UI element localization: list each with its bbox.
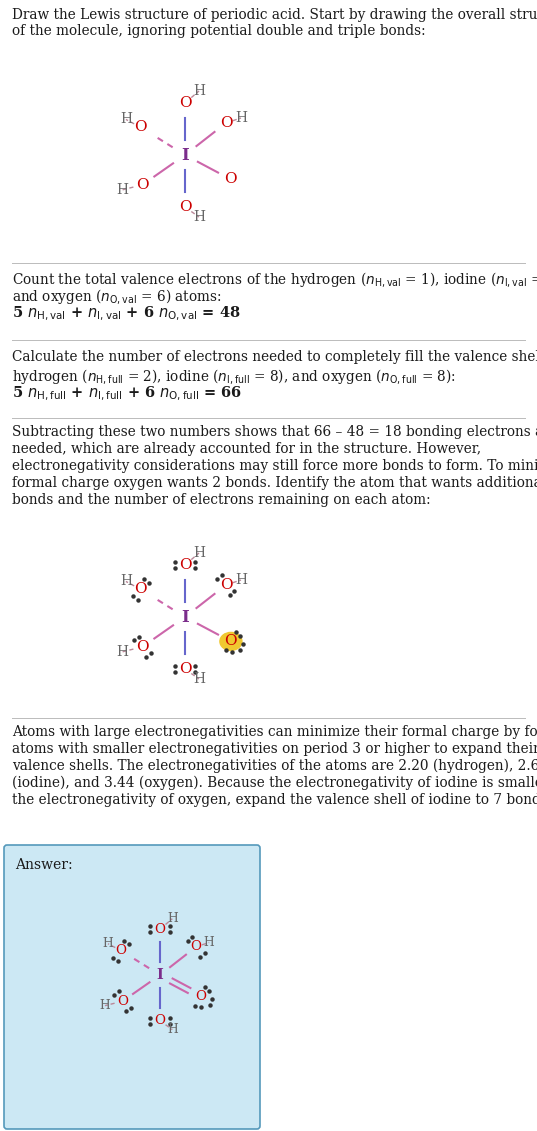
Text: O: O xyxy=(136,640,149,654)
Text: O: O xyxy=(179,662,191,676)
Text: the electronegativity of oxygen, expand the valence shell of iodine to 7 bonds:: the electronegativity of oxygen, expand … xyxy=(12,793,537,808)
Text: H: H xyxy=(167,1024,178,1036)
Text: H: H xyxy=(193,672,205,687)
Text: 5 $n_\mathrm{H,val}$ + $n_\mathrm{I,val}$ + 6 $n_\mathrm{O,val}$ = 48: 5 $n_\mathrm{H,val}$ + $n_\mathrm{I,val}… xyxy=(12,305,241,323)
Text: Atoms with large electronegativities can minimize their formal charge by forcing: Atoms with large electronegativities can… xyxy=(12,725,537,739)
Text: O: O xyxy=(224,634,237,648)
Text: O: O xyxy=(220,578,233,592)
Text: O: O xyxy=(179,96,191,110)
Text: bonds and the number of electrons remaining on each atom:: bonds and the number of electrons remain… xyxy=(12,493,431,507)
Text: O: O xyxy=(155,923,165,935)
Text: O: O xyxy=(179,200,191,214)
Text: Calculate the number of electrons needed to completely fill the valence shells f: Calculate the number of electrons needed… xyxy=(12,349,537,364)
Text: of the molecule, ignoring potential double and triple bonds:: of the molecule, ignoring potential doub… xyxy=(12,24,426,38)
Text: needed, which are already accounted for in the structure. However,: needed, which are already accounted for … xyxy=(12,442,481,456)
Text: H: H xyxy=(204,936,215,949)
Text: H: H xyxy=(99,999,110,1012)
Text: O: O xyxy=(191,940,201,953)
Text: O: O xyxy=(179,558,191,572)
Text: O: O xyxy=(135,120,147,135)
Text: H: H xyxy=(193,546,205,560)
FancyBboxPatch shape xyxy=(4,845,260,1129)
Text: O: O xyxy=(117,995,128,1008)
Text: O: O xyxy=(155,1015,165,1027)
Text: Answer:: Answer: xyxy=(15,858,72,872)
Text: H: H xyxy=(235,111,247,126)
Text: H: H xyxy=(117,183,128,197)
Text: formal charge oxygen wants 2 bonds. Identify the atom that wants additional: formal charge oxygen wants 2 bonds. Iden… xyxy=(12,476,537,490)
Text: O: O xyxy=(195,990,206,1003)
Text: I: I xyxy=(181,608,189,625)
Text: O: O xyxy=(220,116,233,130)
Text: H: H xyxy=(103,938,113,950)
Text: H: H xyxy=(193,210,205,224)
Ellipse shape xyxy=(220,632,242,650)
Text: O: O xyxy=(115,944,127,957)
Text: O: O xyxy=(136,178,149,192)
Text: atoms with smaller electronegativities on period 3 or higher to expand their: atoms with smaller electronegativities o… xyxy=(12,742,537,756)
Text: and oxygen ($n_\mathrm{O,val}$ = 6) atoms:: and oxygen ($n_\mathrm{O,val}$ = 6) atom… xyxy=(12,287,222,307)
Text: I: I xyxy=(181,147,189,164)
Text: I: I xyxy=(157,968,163,982)
Text: electronegativity considerations may still force more bonds to form. To minimize: electronegativity considerations may sti… xyxy=(12,459,537,473)
Text: O: O xyxy=(135,582,147,596)
Text: H: H xyxy=(120,575,132,588)
Text: Subtracting these two numbers shows that 66 – 48 = 18 bonding electrons are: Subtracting these two numbers shows that… xyxy=(12,425,537,439)
Text: valence shells. The electronegativities of the atoms are 2.20 (hydrogen), 2.66: valence shells. The electronegativities … xyxy=(12,759,537,774)
Text: H: H xyxy=(117,645,128,659)
Text: Count the total valence electrons of the hydrogen ($n_\mathrm{H,val}$ = 1), iodi: Count the total valence electrons of the… xyxy=(12,270,537,290)
Text: H: H xyxy=(193,84,205,98)
Text: H: H xyxy=(120,112,132,127)
Text: 5 $n_\mathrm{H,full}$ + $n_\mathrm{I,full}$ + 6 $n_\mathrm{O,full}$ = 66: 5 $n_\mathrm{H,full}$ + $n_\mathrm{I,ful… xyxy=(12,385,242,404)
Text: H: H xyxy=(235,573,247,587)
Text: (iodine), and 3.44 (oxygen). Because the electronegativity of iodine is smaller : (iodine), and 3.44 (oxygen). Because the… xyxy=(12,776,537,791)
Text: H: H xyxy=(167,913,178,925)
Text: hydrogen ($n_\mathrm{H,full}$ = 2), iodine ($n_\mathrm{I,full}$ = 8), and oxygen: hydrogen ($n_\mathrm{H,full}$ = 2), iodi… xyxy=(12,366,456,386)
Text: O: O xyxy=(224,172,237,187)
Text: Draw the Lewis structure of periodic acid. Start by drawing the overall structur: Draw the Lewis structure of periodic aci… xyxy=(12,8,537,21)
